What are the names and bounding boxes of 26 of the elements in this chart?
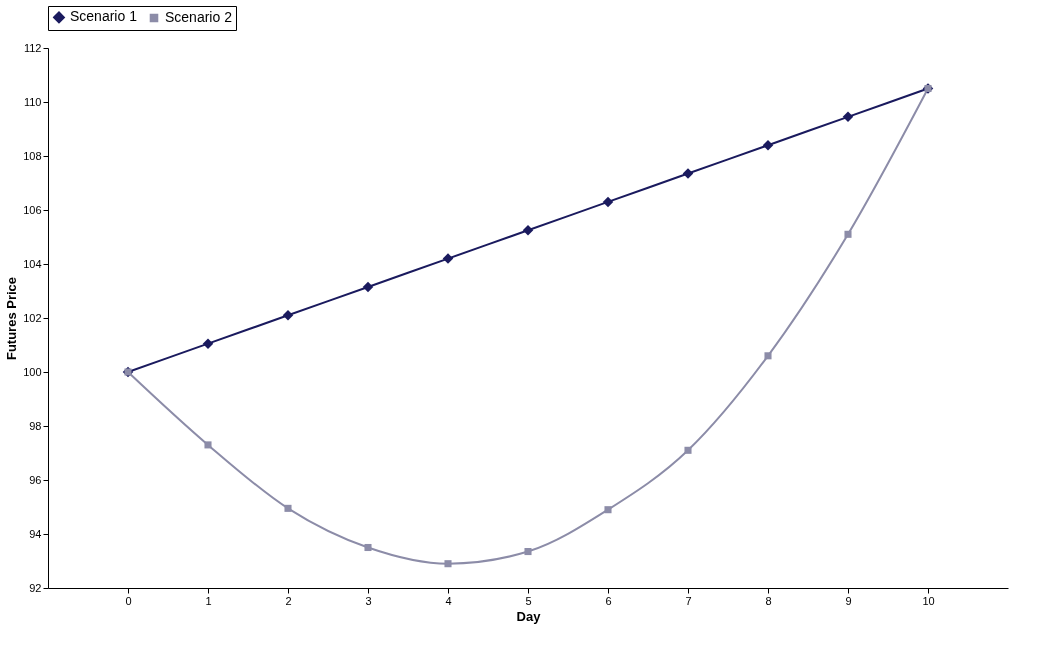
y-tick-label: 102: [23, 311, 42, 324]
x-tick-label: 5: [525, 594, 532, 607]
legend-label: Scenario 1: [70, 8, 138, 25]
y-axis-title: Futures Price: [4, 276, 20, 361]
y-tick-label: 92: [29, 581, 42, 594]
x-tick-label: 8: [765, 594, 772, 607]
y-tick-label: 94: [29, 527, 42, 540]
y-tick-label: 96: [29, 473, 42, 486]
x-tick-label: 3: [365, 594, 372, 607]
x-tick-label: 1: [205, 594, 212, 607]
x-tick-label: 7: [685, 594, 692, 607]
y-tick-label: 112: [23, 41, 42, 54]
x-tick-label: 10: [922, 594, 935, 607]
legend-label: Scenario 2: [165, 9, 233, 25]
x-tick-label: 2: [285, 594, 292, 607]
x-tick-label: 4: [445, 594, 452, 607]
x-tick-label: 6: [605, 594, 612, 607]
y-tick-label: 98: [29, 419, 42, 432]
y-tick-label: 104: [23, 257, 42, 270]
y-tick-label: 106: [23, 203, 42, 216]
y-tick-label: 110: [23, 95, 42, 108]
y-tick-label: 100: [23, 365, 42, 378]
y-tick-label: 108: [23, 149, 42, 162]
x-axis-title: Day: [516, 608, 542, 624]
x-tick-label: 9: [845, 594, 852, 607]
x-tick-label: 0: [125, 594, 132, 607]
